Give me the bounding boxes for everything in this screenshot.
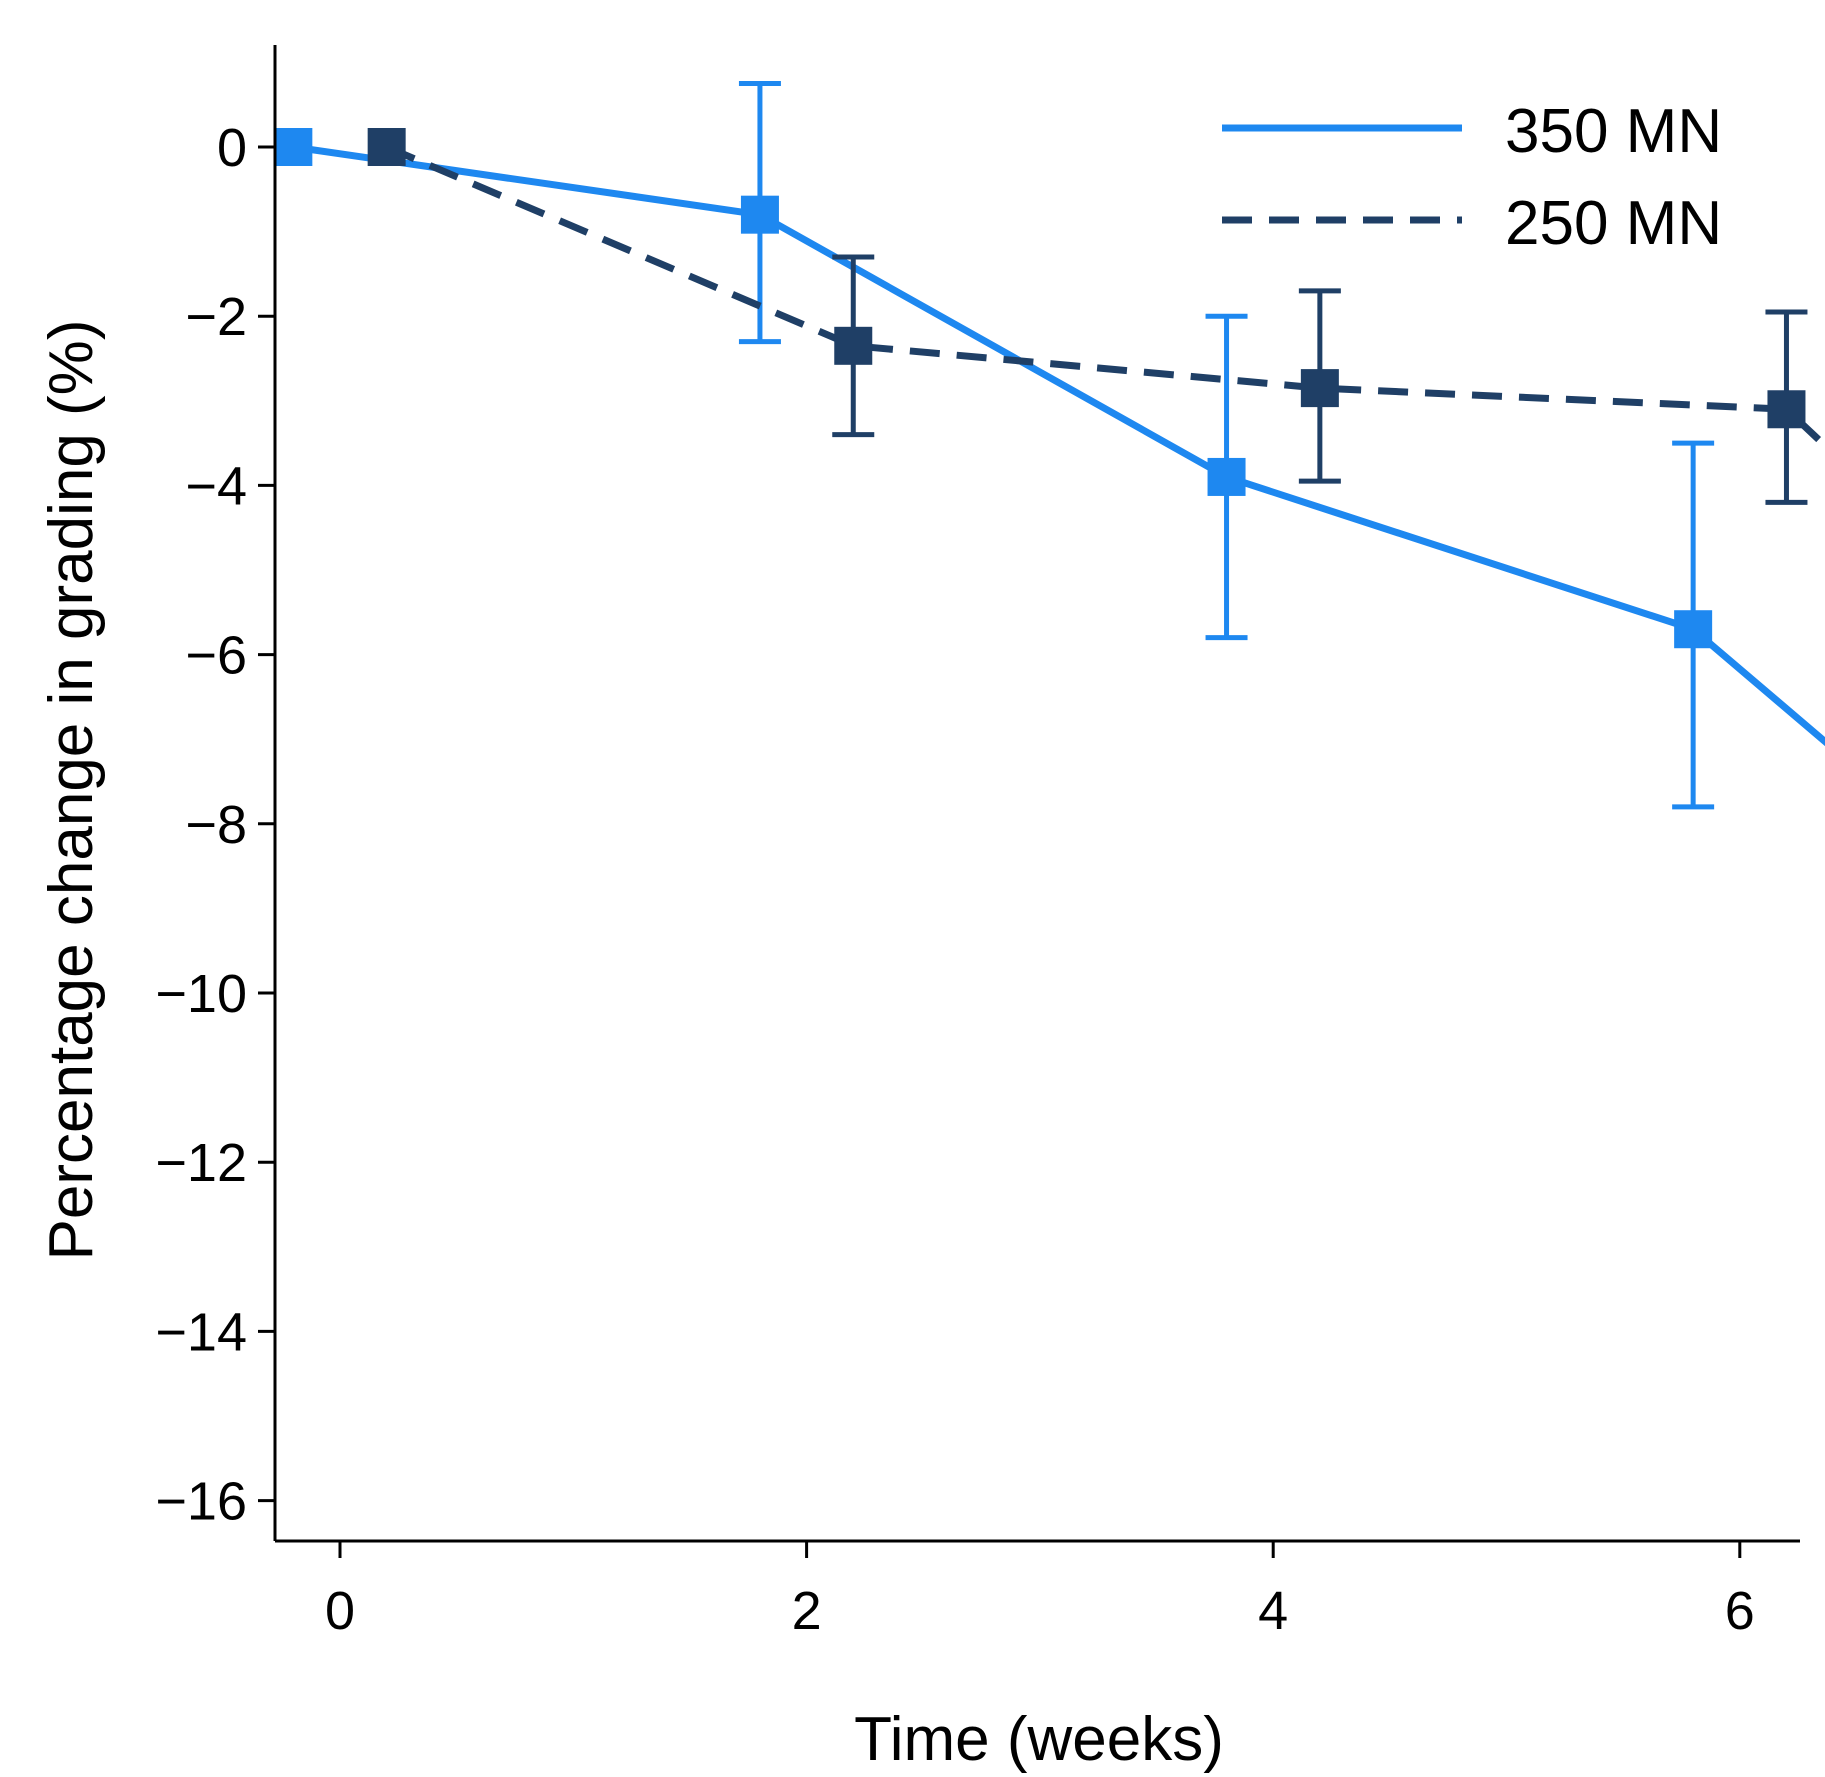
legend-label-250-mn: 250 MN: [1505, 189, 1722, 258]
data-point-marker: [367, 128, 406, 166]
y-tick-label: 0: [217, 118, 247, 178]
x-tick-label: 4: [1258, 1581, 1288, 1641]
series-line: [385, 143, 1825, 451]
y-tick-label: −6: [185, 626, 247, 686]
y-tick-label: −4: [185, 456, 247, 516]
x-axis-title: Time (weeks): [854, 1705, 1224, 1774]
legend: 350 MN 250 MN: [1222, 97, 1722, 258]
data-point-marker: [1767, 390, 1806, 429]
legend-label-350-mn: 350 MN: [1505, 97, 1722, 166]
y-tick-label: −12: [155, 1133, 247, 1193]
axes: 0−2−4−6−8−10−12−14−16024681012: [155, 45, 1800, 1641]
y-tick-label: −2: [185, 287, 247, 347]
series-line: [292, 143, 1825, 747]
data-point-marker: [274, 128, 313, 166]
x-tick-label: 0: [325, 1581, 355, 1641]
series-250-mn: [367, 128, 1825, 505]
data-point-marker: [1300, 369, 1339, 408]
data-point-marker: [834, 326, 873, 365]
data-point-marker: [1207, 457, 1246, 496]
y-tick-label: −10: [155, 964, 247, 1024]
y-tick-label: −14: [155, 1302, 247, 1362]
plot-area: [274, 81, 1825, 810]
y-tick-label: −16: [155, 1472, 247, 1532]
series-350-mn: [274, 81, 1825, 810]
data-point-marker: [1674, 610, 1713, 649]
x-tick-label: 2: [792, 1581, 822, 1641]
x-tick-label: 6: [1725, 1581, 1755, 1641]
data-point-marker: [740, 195, 779, 234]
y-axis-title: Percentage change in grading (%): [37, 320, 106, 1261]
y-tick-label: −8: [185, 795, 247, 855]
